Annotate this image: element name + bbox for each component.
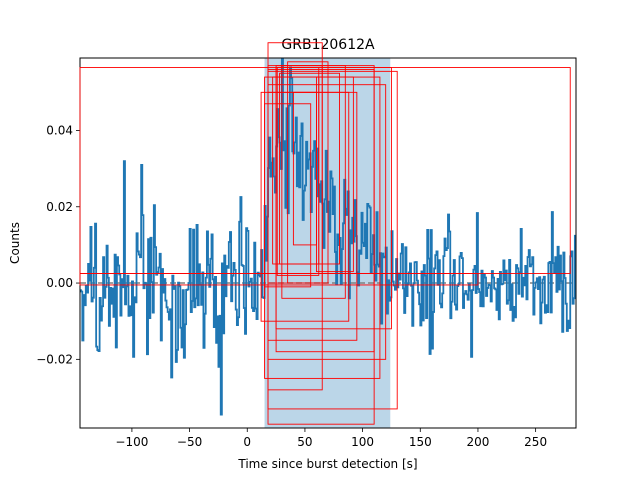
y-tick-label: 0.00 xyxy=(46,276,73,290)
y-tick-label: 0.04 xyxy=(46,123,73,137)
burst-window-span xyxy=(264,58,391,428)
detection-box-18 xyxy=(260,91,350,322)
x-tick-label: −100 xyxy=(115,435,148,449)
detection-box-13 xyxy=(279,72,340,265)
x-tick-label: 100 xyxy=(351,435,374,449)
detection-box-19 xyxy=(316,76,354,273)
detection-box-2 xyxy=(79,273,479,286)
detection-box-11 xyxy=(275,67,392,330)
x-tick-label: 50 xyxy=(297,435,312,449)
x-tick-label: 250 xyxy=(524,435,547,449)
detection-box-20 xyxy=(264,103,312,288)
detection-box-12 xyxy=(276,67,320,276)
detection-box-15 xyxy=(287,61,329,284)
detection-box-14 xyxy=(281,65,346,299)
x-tick-label: 0 xyxy=(243,435,251,449)
y-axis-label: Counts xyxy=(8,222,22,264)
x-tick-label: −50 xyxy=(177,435,202,449)
axis-layer: −100 −50 0 50 100 150 200 250 −0.02 0.00 0.02 0.04 xyxy=(36,123,547,449)
x-tick-label: 150 xyxy=(409,435,432,449)
x-axis-label: Time since burst detection [s] xyxy=(237,457,417,471)
chart-title: GRB120612A xyxy=(281,37,375,53)
x-tick-label: 200 xyxy=(467,435,490,449)
y-tick-label: −0.02 xyxy=(36,352,73,366)
y-tick-label: 0.02 xyxy=(46,200,73,214)
